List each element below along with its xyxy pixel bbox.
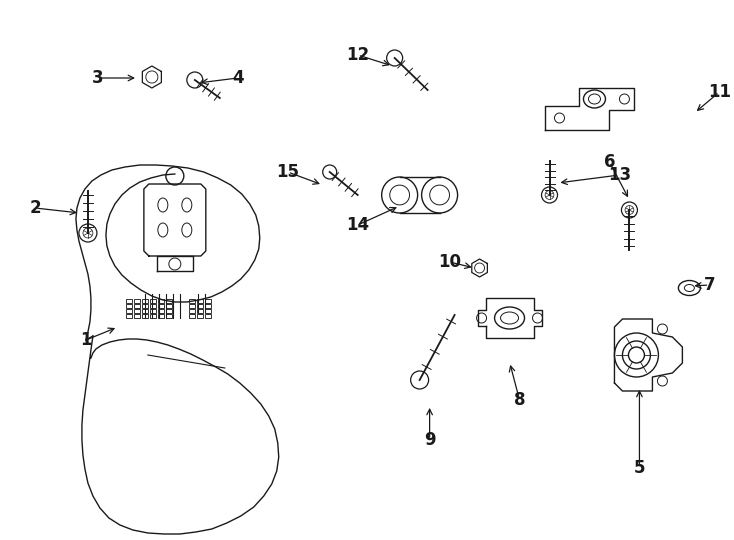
Bar (166, 309, 172, 313)
Text: 10: 10 (438, 253, 461, 271)
Bar (150, 314, 156, 318)
Bar (205, 304, 211, 308)
Text: 7: 7 (704, 276, 715, 294)
Bar (197, 314, 203, 318)
Bar (126, 314, 132, 318)
Bar (189, 309, 195, 313)
Bar (197, 304, 203, 308)
Text: 15: 15 (276, 163, 299, 181)
Text: 12: 12 (346, 46, 369, 64)
Text: 5: 5 (633, 459, 645, 477)
Bar (166, 299, 172, 303)
Bar (142, 304, 148, 308)
Bar (150, 309, 156, 313)
Text: 13: 13 (608, 166, 631, 184)
Text: 14: 14 (346, 216, 369, 234)
Bar (126, 304, 132, 308)
Bar (142, 314, 148, 318)
Text: 4: 4 (232, 69, 244, 87)
Bar (126, 299, 132, 303)
Bar (166, 304, 172, 308)
Bar (150, 299, 156, 303)
Bar (158, 314, 164, 318)
Bar (189, 314, 195, 318)
Bar (134, 309, 140, 313)
Bar (150, 304, 156, 308)
Text: 1: 1 (80, 331, 92, 349)
Bar (126, 309, 132, 313)
Bar (158, 299, 164, 303)
Bar (158, 304, 164, 308)
Bar (134, 304, 140, 308)
Bar (189, 299, 195, 303)
Bar (197, 309, 203, 313)
Text: 8: 8 (514, 391, 526, 409)
Bar (189, 304, 195, 308)
Text: 9: 9 (424, 431, 435, 449)
Bar (134, 314, 140, 318)
Bar (205, 299, 211, 303)
Bar (205, 314, 211, 318)
Text: 3: 3 (92, 69, 103, 87)
Text: 11: 11 (708, 83, 731, 101)
Bar (158, 309, 164, 313)
Bar (197, 299, 203, 303)
Text: 2: 2 (29, 199, 41, 217)
Bar (205, 309, 211, 313)
Bar (134, 299, 140, 303)
Bar (166, 314, 172, 318)
Bar (142, 299, 148, 303)
Bar (142, 309, 148, 313)
Text: 6: 6 (603, 153, 615, 171)
